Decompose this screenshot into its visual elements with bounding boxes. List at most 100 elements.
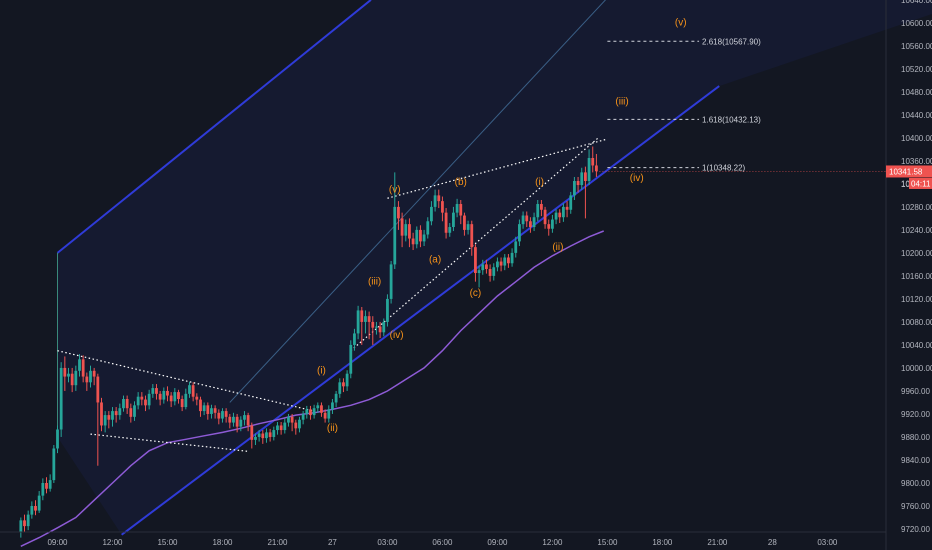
candle[interactable] (551, 214, 554, 233)
candle[interactable] (81, 355, 85, 383)
candle[interactable] (400, 212, 404, 248)
candle[interactable] (96, 373, 100, 466)
candle[interactable] (360, 306, 364, 345)
candle[interactable] (283, 418, 287, 434)
candle[interactable] (452, 206, 455, 232)
candle[interactable] (558, 209, 562, 223)
candle[interactable] (305, 405, 309, 419)
candle[interactable] (404, 219, 408, 242)
candle[interactable] (155, 384, 158, 400)
candle[interactable] (448, 222, 452, 237)
candle[interactable] (151, 384, 155, 398)
candle[interactable] (268, 428, 272, 442)
candle[interactable] (235, 413, 239, 433)
candle[interactable] (320, 402, 323, 417)
candle[interactable] (437, 189, 441, 209)
candle[interactable] (587, 149, 591, 186)
candle[interactable] (56, 425, 59, 454)
candle[interactable] (327, 405, 331, 423)
candle[interactable] (129, 403, 133, 423)
candle[interactable] (239, 416, 243, 432)
candle[interactable] (433, 189, 437, 212)
candle[interactable] (338, 378, 342, 398)
candle[interactable] (301, 411, 305, 425)
candle[interactable] (147, 389, 151, 410)
candle[interactable] (34, 500, 37, 516)
candle[interactable] (45, 477, 48, 494)
candle[interactable] (26, 510, 30, 531)
candle[interactable] (180, 395, 184, 412)
candle[interactable] (474, 244, 477, 282)
candle[interactable] (118, 403, 122, 420)
candle[interactable] (375, 321, 378, 335)
candles-layer[interactable] (19, 146, 598, 538)
candle[interactable] (217, 409, 221, 425)
candle[interactable] (254, 433, 257, 446)
candle[interactable] (195, 393, 199, 406)
channel-mid-line[interactable] (229, 0, 606, 403)
candle[interactable] (184, 388, 188, 410)
candle[interactable] (272, 426, 276, 441)
candle[interactable] (386, 294, 389, 327)
candle[interactable] (510, 248, 514, 267)
candle[interactable] (63, 356, 67, 391)
candle[interactable] (100, 397, 103, 432)
candle[interactable] (52, 445, 56, 483)
candle[interactable] (529, 217, 532, 233)
candle[interactable] (48, 474, 52, 492)
candle[interactable] (114, 407, 118, 423)
candle[interactable] (89, 365, 92, 388)
candle[interactable] (334, 390, 338, 408)
candle[interactable] (243, 411, 246, 426)
candle[interactable] (122, 395, 125, 412)
candle[interactable] (576, 176, 580, 193)
candle[interactable] (503, 254, 507, 271)
candle[interactable] (532, 212, 536, 232)
candle[interactable] (188, 381, 191, 398)
candle[interactable] (276, 422, 279, 435)
candle[interactable] (261, 430, 265, 444)
candle[interactable] (67, 367, 70, 383)
candle[interactable] (279, 422, 283, 435)
candle[interactable] (569, 191, 573, 214)
candle[interactable] (309, 405, 312, 420)
candle[interactable] (19, 517, 23, 538)
candle[interactable] (595, 153, 598, 177)
candle[interactable] (562, 203, 565, 222)
candle[interactable] (74, 365, 78, 391)
candle[interactable] (30, 501, 34, 519)
candle[interactable] (496, 257, 499, 272)
candle[interactable] (257, 430, 261, 442)
candle[interactable] (162, 387, 166, 404)
candle[interactable] (210, 404, 213, 419)
candle[interactable] (364, 310, 367, 334)
candle[interactable] (199, 396, 202, 417)
candle[interactable] (103, 411, 107, 433)
candle[interactable] (591, 146, 595, 173)
candle[interactable] (345, 370, 349, 391)
candle[interactable] (367, 311, 371, 340)
candle[interactable] (59, 362, 63, 437)
candle[interactable] (133, 401, 136, 421)
candle[interactable] (397, 201, 400, 230)
candle[interactable] (107, 411, 111, 429)
candle[interactable] (232, 412, 235, 427)
candle[interactable] (312, 404, 316, 419)
candle[interactable] (419, 225, 422, 248)
candle[interactable] (323, 409, 327, 423)
candle[interactable] (492, 263, 496, 281)
candle[interactable] (466, 220, 470, 235)
candle[interactable] (584, 166, 587, 219)
candle[interactable] (521, 211, 525, 229)
candle[interactable] (485, 259, 488, 274)
candle[interactable] (573, 176, 576, 200)
candle[interactable] (23, 514, 26, 532)
candle[interactable] (378, 321, 382, 339)
candle[interactable] (70, 367, 74, 393)
candle[interactable] (477, 265, 481, 288)
channel-lower-line[interactable] (121, 85, 720, 536)
candle[interactable] (536, 199, 540, 222)
candle[interactable] (349, 340, 353, 379)
candle[interactable] (441, 196, 444, 222)
candle[interactable] (580, 167, 584, 190)
